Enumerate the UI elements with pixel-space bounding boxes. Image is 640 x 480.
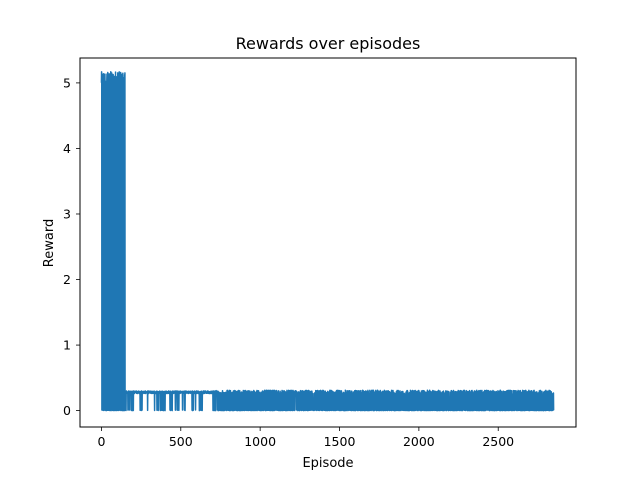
- plot-frame: [79, 57, 577, 428]
- y-tick-label: 4: [63, 141, 71, 156]
- y-tick-label: 1: [63, 338, 71, 353]
- x-axis: 0 500 1000 1500 2000 2500: [97, 427, 514, 449]
- y-axis-label: Reward: [42, 219, 57, 267]
- y-tick-label: 3: [63, 206, 71, 221]
- x-tick-label: 0: [97, 434, 105, 449]
- y-axis: 0 1 2 3 4 5: [63, 75, 80, 418]
- y-tick-label: 0: [63, 403, 71, 418]
- y-tick-label: 2: [63, 272, 71, 287]
- plot-area: [100, 71, 555, 412]
- chart-title: Rewards over episodes: [236, 34, 421, 53]
- x-axis-label: Episode: [302, 456, 353, 471]
- y-tick-label: 5: [63, 75, 71, 90]
- x-tick-label: 2500: [482, 434, 514, 449]
- series-line-reward: [100, 71, 555, 412]
- x-tick-label: 1500: [324, 434, 356, 449]
- x-tick-label: 2000: [403, 434, 435, 449]
- x-tick-label: 1000: [244, 434, 276, 449]
- x-tick-label: 500: [169, 434, 193, 449]
